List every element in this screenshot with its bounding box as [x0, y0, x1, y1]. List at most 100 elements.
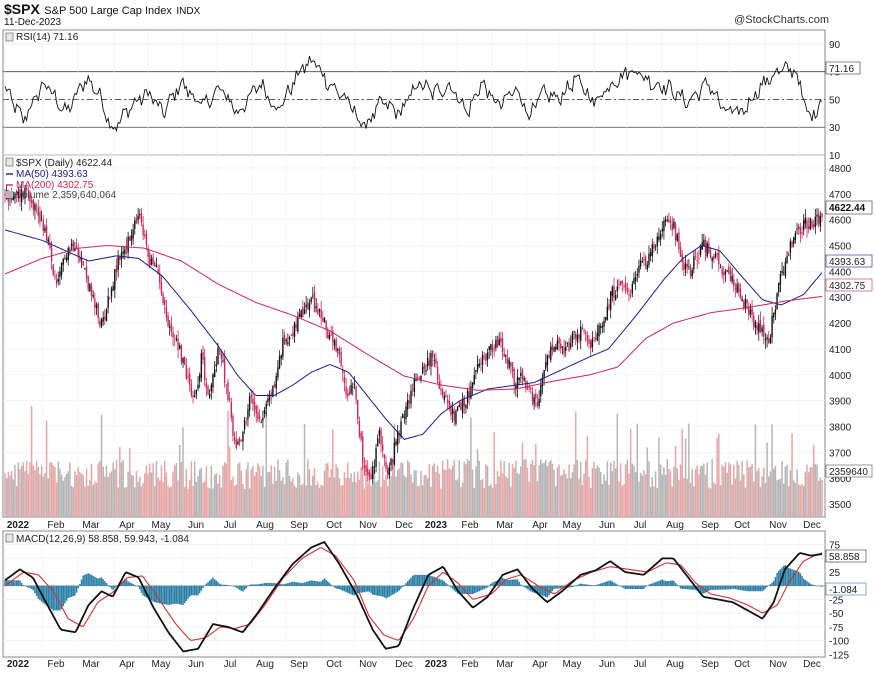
volume-bar — [797, 484, 800, 517]
macd-histogram-bar — [744, 585, 747, 591]
volume-bar — [611, 471, 614, 517]
volume-bar — [315, 485, 317, 517]
macd-histogram-bar — [485, 585, 487, 589]
macd-histogram-bar — [741, 585, 743, 591]
price-candle-body — [588, 339, 590, 344]
macd-histogram-bar — [476, 585, 479, 592]
macd-histogram-bar — [739, 585, 742, 591]
price-candle-body — [561, 346, 564, 348]
price-candle-body — [49, 242, 51, 248]
volume-bar — [127, 471, 129, 517]
macd-histogram-bar — [736, 585, 738, 590]
macd-histogram-bar — [423, 574, 426, 586]
macd-histogram-bar — [812, 584, 815, 586]
volume-bar — [691, 468, 693, 517]
macd-histogram-bar — [569, 585, 572, 588]
macd-histogram-bar — [668, 580, 670, 586]
macd-histogram-bar — [613, 582, 615, 586]
macd-histogram-bar — [486, 585, 489, 588]
price-candle-body — [60, 262, 63, 276]
volume-bar — [237, 463, 239, 517]
volume-bar — [453, 459, 456, 517]
volume-bar — [593, 461, 595, 517]
volume-bar — [445, 469, 447, 517]
price-candle-body — [99, 321, 101, 326]
macd-histogram-bar — [411, 575, 414, 586]
macd-histogram-bar — [594, 585, 597, 586]
volume-bar — [348, 477, 351, 517]
macd-histogram-bar — [623, 585, 625, 589]
price-candle-body — [713, 256, 715, 260]
security-name: S&P 500 Large Cap Index — [44, 5, 172, 17]
price-candle-body — [631, 283, 634, 294]
price-candle-body — [731, 275, 733, 282]
macd-x-label: Nov — [769, 659, 787, 670]
price-candle-body — [658, 236, 660, 240]
volume-bar — [505, 476, 507, 517]
macd-histogram-bar — [691, 585, 693, 590]
price-candle-body — [413, 378, 416, 393]
price-candle-body — [428, 360, 431, 366]
volume-bar — [352, 481, 354, 517]
price-candle-body — [788, 252, 790, 256]
macd-histogram-bar — [272, 583, 274, 586]
macd-histogram-bar — [530, 585, 532, 592]
volume-bar — [470, 417, 472, 517]
volume-bar — [323, 470, 326, 517]
volume-bar — [728, 462, 730, 517]
price-candle-body — [213, 369, 216, 378]
volume-bar — [150, 472, 153, 517]
macd-histogram-bar — [139, 585, 141, 590]
volume-bar — [157, 477, 159, 517]
volume-bar — [678, 479, 680, 517]
macd-histogram-bar — [448, 585, 451, 587]
watermark: @StockCharts.com — [734, 14, 829, 26]
volume-bar — [317, 481, 319, 517]
price-candle-body — [653, 244, 655, 249]
volume-bar — [178, 444, 181, 517]
macd-histogram-bar — [90, 574, 93, 586]
price-candle-body — [688, 266, 690, 268]
price-candle-body — [583, 330, 585, 331]
price-candle-body — [761, 327, 763, 333]
volume-bar — [215, 473, 218, 517]
volume-bar — [197, 476, 199, 517]
rsi-tick-label: 30 — [829, 123, 841, 134]
price-candle-body — [678, 232, 680, 250]
volume-bar — [335, 464, 337, 517]
macd-histogram-bar — [639, 585, 642, 590]
macd-histogram-bar — [250, 584, 253, 586]
volume-bar — [97, 463, 99, 517]
macd-histogram-bar — [413, 574, 416, 586]
volume-bar — [390, 476, 392, 517]
price-candle-body — [411, 388, 414, 390]
volume-bar — [305, 485, 307, 517]
price-candle-body — [541, 377, 544, 387]
volume-bar — [350, 473, 352, 517]
price-candle-body — [84, 268, 86, 270]
volume-bar — [105, 465, 108, 517]
volume-bar — [337, 467, 339, 517]
price-candle-body — [526, 386, 529, 390]
macd-histogram-bar — [9, 580, 11, 586]
volume-bar — [282, 477, 284, 517]
macd-histogram-bar — [327, 581, 329, 586]
price-candle-body — [603, 320, 605, 327]
price-candle-body — [798, 225, 800, 230]
macd-histogram-bar — [165, 585, 168, 605]
price-candle-body — [215, 363, 218, 367]
price-candle-body — [80, 257, 83, 260]
price-candle-body — [293, 322, 296, 337]
price-candle-body — [415, 378, 417, 382]
volume-bar — [248, 488, 251, 517]
price-candle-body — [160, 282, 163, 294]
volume-bar — [52, 465, 55, 517]
volume-bar — [698, 474, 700, 517]
volume-bar — [468, 460, 470, 517]
price-candle-body — [530, 387, 532, 390]
macd-tick-label: -75 — [829, 623, 844, 634]
price-candle-body — [257, 412, 259, 420]
price-candle-body — [709, 249, 712, 258]
volume-bar — [644, 474, 647, 517]
volume-bar — [458, 460, 461, 517]
